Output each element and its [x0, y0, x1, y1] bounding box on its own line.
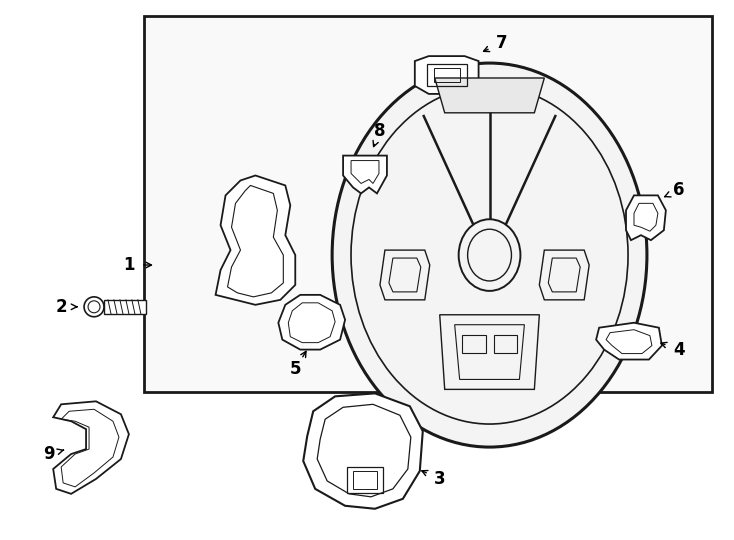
Ellipse shape — [459, 219, 520, 291]
Bar — [104, 300, 146, 314]
Bar — [462, 335, 486, 353]
Polygon shape — [343, 156, 387, 193]
Polygon shape — [415, 56, 479, 94]
Polygon shape — [53, 401, 129, 494]
Polygon shape — [440, 315, 539, 389]
Polygon shape — [216, 176, 295, 305]
Ellipse shape — [332, 63, 647, 447]
Circle shape — [84, 297, 104, 317]
Polygon shape — [539, 250, 589, 300]
Polygon shape — [380, 250, 430, 300]
Bar — [434, 68, 459, 82]
Circle shape — [88, 301, 100, 313]
Text: 3: 3 — [434, 470, 446, 488]
Polygon shape — [626, 195, 666, 240]
Bar — [347, 467, 383, 493]
Polygon shape — [278, 295, 345, 349]
Ellipse shape — [351, 86, 628, 424]
Polygon shape — [596, 323, 662, 360]
Text: 2: 2 — [55, 298, 67, 316]
Polygon shape — [435, 78, 545, 113]
Text: 7: 7 — [495, 34, 507, 52]
Bar — [353, 471, 377, 489]
Ellipse shape — [468, 229, 512, 281]
Bar — [144, 16, 712, 393]
Text: 9: 9 — [43, 445, 55, 463]
Text: 4: 4 — [673, 341, 685, 359]
Bar — [426, 64, 467, 86]
Text: 8: 8 — [374, 122, 385, 140]
Polygon shape — [303, 393, 423, 509]
Text: 1: 1 — [123, 256, 134, 274]
Text: 6: 6 — [673, 181, 685, 199]
Bar — [493, 335, 517, 353]
Text: 5: 5 — [289, 361, 301, 379]
